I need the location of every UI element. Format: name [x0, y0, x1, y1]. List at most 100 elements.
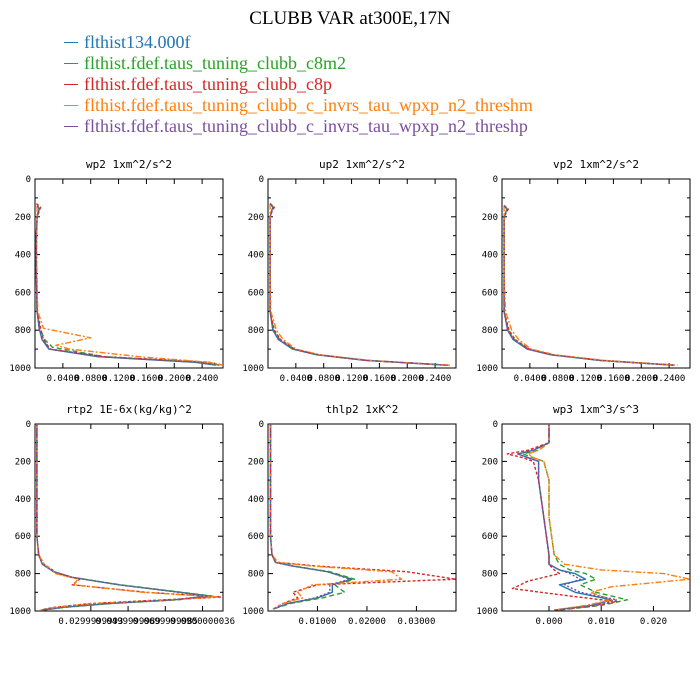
- x-tick-label: 0.0800: [74, 374, 107, 384]
- series-line: [503, 204, 677, 366]
- legend-swatch: [64, 105, 78, 107]
- x-tick-label: 0.01000: [299, 617, 337, 627]
- y-tick-label: 200: [248, 213, 264, 223]
- series-line: [35, 203, 223, 366]
- panel-title: thlp2 1xK^2: [326, 403, 399, 416]
- y-tick-label: 800: [248, 326, 264, 336]
- legend-label: flthist.fdef.taus_tuning_clubb_c_invrs_t…: [84, 95, 533, 115]
- y-tick-label: 400: [482, 251, 498, 261]
- y-tick-label: 400: [248, 495, 264, 505]
- legend-label: flthist.fdef.taus_tuning_clubb_c8m2: [84, 53, 346, 73]
- x-tick-label: 0.0499999989: [96, 617, 161, 627]
- series-line: [503, 205, 674, 366]
- x-tick-label: 0.03000: [397, 617, 435, 627]
- y-tick-label: 0: [26, 420, 31, 430]
- legend-entry: flthist.fdef.taus_tuning_clubb_c8p: [64, 74, 533, 95]
- series-line: [503, 205, 678, 366]
- x-tick-label: 0.1600: [597, 374, 630, 384]
- series-line: [517, 424, 618, 611]
- y-tick-label: 0: [493, 420, 498, 430]
- y-tick-label: 400: [15, 495, 31, 505]
- x-tick-label: 0.1200: [102, 374, 135, 384]
- x-tick-label: 0.0800: [307, 374, 340, 384]
- plot-frame: [267, 423, 457, 612]
- series-line: [503, 205, 675, 366]
- y-tick-label: 400: [15, 251, 31, 261]
- series-line: [269, 203, 448, 366]
- x-tick-label: 0.2400: [653, 374, 686, 384]
- x-tick-label: 0.000: [535, 617, 562, 627]
- series-line: [269, 203, 447, 366]
- series-line: [35, 205, 217, 366]
- series-line: [522, 424, 628, 611]
- y-tick-label: 0: [26, 175, 31, 185]
- x-tick-label: 0.2400: [419, 374, 452, 384]
- series-line: [269, 424, 351, 610]
- chart-panel: wp3 1xm^3/s^3 0 200 400 600 800 1000 0.000 0.010…: [476, 403, 691, 627]
- x-tick-label: 0.1600: [130, 374, 163, 384]
- plot-frame: [34, 178, 224, 369]
- y-tick-label: 200: [482, 213, 498, 223]
- x-tick-label: 0.2000: [391, 374, 424, 384]
- series-line: [36, 424, 211, 611]
- legend-swatch: [64, 84, 78, 86]
- y-tick-label: 600: [248, 288, 264, 298]
- series-line: [269, 203, 446, 366]
- y-tick-label: 600: [482, 288, 498, 298]
- plot-frame: [501, 178, 691, 369]
- y-tick-label: 200: [15, 457, 31, 467]
- legend: flthist134.000f flthist.fdef.taus_tuning_…: [64, 32, 533, 137]
- legend-label: flthist.fdef.taus_tuning_clubb_c8p: [84, 74, 332, 94]
- y-tick-label: 800: [15, 570, 31, 580]
- panel-title: up2 1xm^2/s^2: [319, 158, 405, 171]
- y-tick-label: 1000: [9, 364, 31, 374]
- series-line: [36, 424, 213, 611]
- legend-entry: flthist.fdef.taus_tuning_clubb_c8m2: [64, 53, 533, 74]
- y-tick-label: 0: [259, 420, 264, 430]
- series-line: [269, 424, 403, 610]
- series-line: [269, 203, 451, 366]
- chart-panel: vp2 1xm^2/s^2 0 200 400 600 800 1000 0.04000.08…: [476, 158, 691, 384]
- y-tick-label: 800: [15, 326, 31, 336]
- y-tick-label: 1000: [476, 364, 498, 374]
- panel-title: rtp2 1E-6x(kg/kg)^2: [66, 403, 192, 416]
- legend-entry: flthist.fdef.taus_tuning_clubb_c_invrs_t…: [64, 116, 533, 137]
- series-line: [503, 205, 673, 366]
- y-tick-label: 600: [15, 532, 31, 542]
- series-line: [36, 424, 219, 611]
- x-tick-label: 0.0299999993: [58, 617, 123, 627]
- series-line: [35, 205, 220, 366]
- legend-swatch: [64, 126, 78, 128]
- figure-title: CLUBB VAR at300E,17N: [249, 8, 451, 29]
- plot-frame: [267, 178, 457, 369]
- panel-title: wp3 1xm^3/s^3: [553, 403, 639, 416]
- series-line: [36, 424, 222, 611]
- chart-panel: wp2 1xm^2/s^2 0 200 400 600 800 1000 0.04000.08…: [9, 158, 224, 384]
- legend-entry: flthist134.000f: [64, 32, 533, 53]
- x-tick-label: 0.1200: [335, 374, 368, 384]
- series-line: [36, 424, 209, 611]
- series-line: [35, 205, 223, 366]
- legend-swatch: [64, 63, 78, 65]
- x-tick-label: 0.2000: [625, 374, 658, 384]
- panel-title: vp2 1xm^2/s^2: [553, 158, 639, 171]
- legend-label: flthist.fdef.taus_tuning_clubb_c_invrs_t…: [84, 116, 528, 136]
- y-tick-label: 200: [15, 213, 31, 223]
- x-tick-label: 0.2400: [186, 374, 219, 384]
- x-tick-label: 0.2000: [158, 374, 191, 384]
- y-tick-label: 1000: [9, 607, 31, 617]
- x-tick-label: 0.0699999985: [133, 617, 198, 627]
- x-tick-label: 0.0800: [541, 374, 574, 384]
- chart-panel: up2 1xm^2/s^2 0 200 400 600 800 1000 0.04000.08…: [242, 158, 457, 384]
- x-tick-label: 0.02000: [348, 617, 386, 627]
- series-line: [35, 205, 218, 366]
- legend-entry: flthist.fdef.taus_tuning_clubb_c_invrs_t…: [64, 95, 533, 116]
- y-tick-label: 200: [248, 457, 264, 467]
- chart-panel: rtp2 1E-6x(kg/kg)^2 0 200 400 600 800 1000 0.02…: [9, 403, 235, 627]
- y-tick-label: 0: [259, 175, 264, 185]
- y-tick-label: 400: [248, 251, 264, 261]
- legend-swatch: [64, 42, 78, 44]
- series-line: [269, 203, 450, 366]
